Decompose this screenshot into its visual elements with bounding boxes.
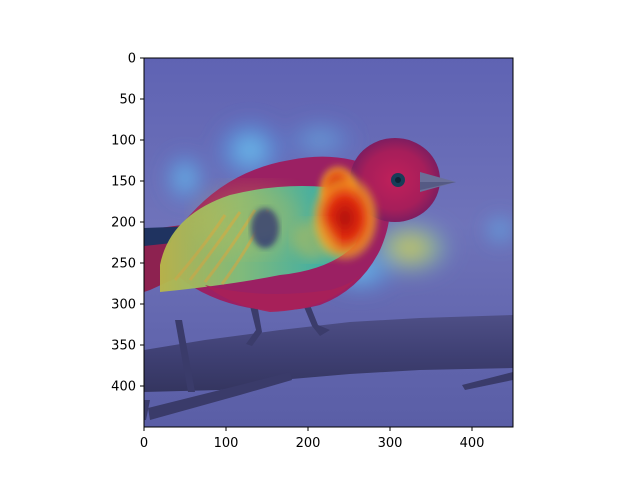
- y-tick-label: 250: [111, 257, 136, 272]
- heatmap-image: [144, 58, 513, 427]
- x-tick-label: 400: [460, 436, 485, 451]
- x-tick-label: 300: [378, 436, 403, 451]
- axes-frame: [143, 57, 514, 428]
- y-axis: [140, 57, 144, 387]
- x-axis-labels: 0 100 200 300 400: [140, 436, 485, 451]
- x-axis: [143, 427, 473, 431]
- y-tick-label: 0: [128, 52, 136, 67]
- y-tick-label: 300: [111, 298, 136, 313]
- y-tick-label: 350: [111, 339, 136, 354]
- bird-legs: [246, 298, 330, 346]
- x-tick-label: 0: [140, 436, 148, 451]
- branch: [144, 315, 513, 420]
- y-tick-label: 400: [111, 380, 136, 395]
- y-tick-label: 150: [111, 175, 136, 190]
- bird: [144, 138, 456, 312]
- x-tick-label: 200: [296, 436, 321, 451]
- y-tick-label: 200: [111, 216, 136, 231]
- y-axis-labels: 0 50 100 150 200 250 300 350 400: [111, 52, 136, 395]
- x-tick-label: 100: [214, 436, 239, 451]
- y-tick-label: 100: [111, 134, 136, 149]
- y-tick-label: 50: [119, 93, 136, 108]
